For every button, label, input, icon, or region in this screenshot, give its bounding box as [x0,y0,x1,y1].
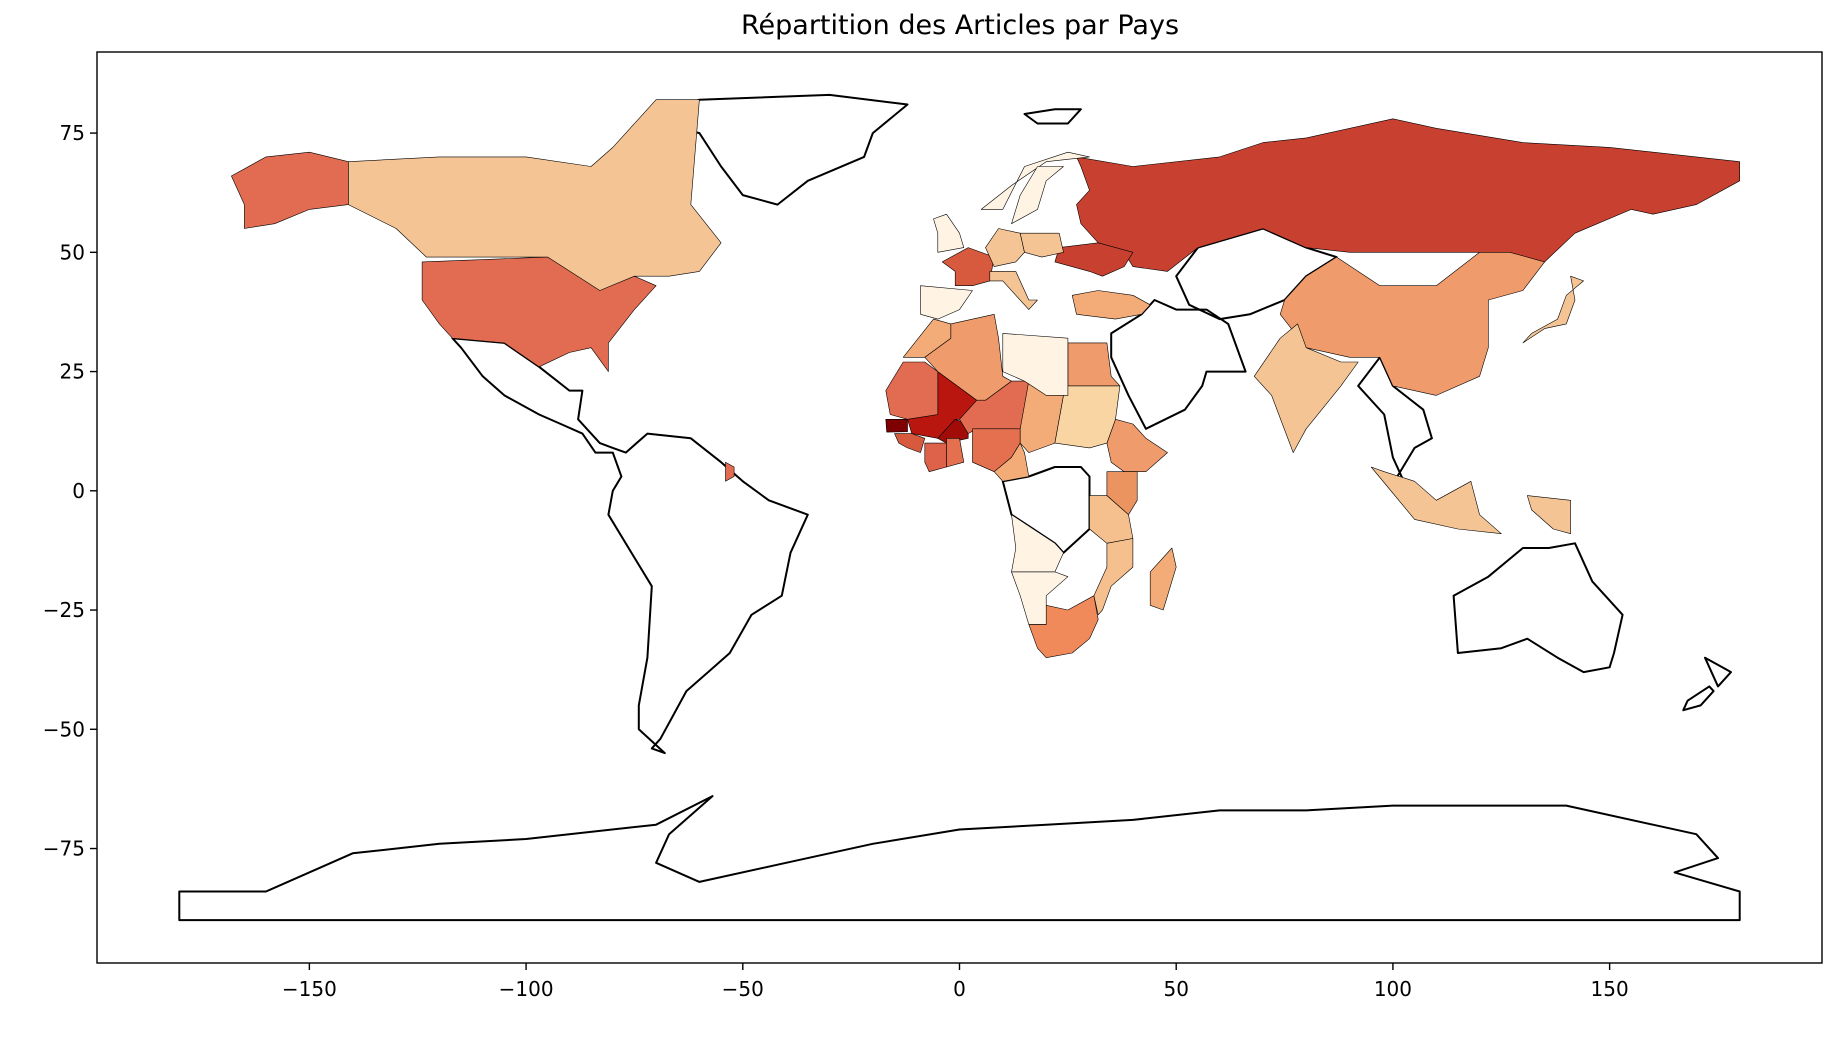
country-france [941,247,995,286]
country-senegal [885,419,908,433]
x-tick-label: 50 [1163,977,1188,1001]
country-ethiopie [1106,419,1168,472]
country-cameroun [993,442,1030,482]
country-guyane [725,461,735,482]
x-tick-label: 150 [1591,977,1629,1001]
country-suede [1011,166,1064,224]
country-japon [1522,275,1584,344]
outline-arctique-europe [1023,108,1082,125]
outline-antarctique [178,795,1741,922]
country-kenya [1106,471,1138,515]
y-tick-label: 75 [60,121,85,145]
country-royaume-uni [933,213,965,253]
x-tick-label: 0 [953,977,966,1001]
outline-am-rique-latine [451,337,809,755]
y-tick-label: −50 [43,717,85,741]
country-indonesie [1370,466,1502,534]
y-tick-label: 0 [72,479,85,503]
country-pologne [1019,232,1064,258]
outline-australie [1452,542,1624,674]
y-tick-label: 25 [60,360,85,384]
country-maroc [902,318,952,358]
y-tick-label: −25 [43,598,85,622]
y-tick-label: 50 [60,240,85,264]
x-tick-label: −50 [722,977,764,1001]
country-canada [348,99,722,291]
map-layer [178,93,1741,922]
country-inde [1253,323,1359,453]
x-tick-label: −150 [282,977,337,1001]
outline-nouvelle-z-lande-sud [1682,685,1715,712]
country-espagne [920,285,973,320]
country-guinee [894,433,926,453]
country-namibie [1011,571,1069,625]
axes: −150 −100 −50 0 50 100 150 75 50 25 0 −25 −50 −75 [43,121,1629,1001]
x-tick-label: −100 [499,977,554,1001]
chart-title: Répartition des Articles par Pays [741,10,1179,41]
country-turquie [1071,290,1151,320]
country-libye [1002,333,1069,396]
outline-moyen-orient [1110,299,1247,430]
country-angola [1011,514,1064,573]
x-tick-label: 100 [1374,977,1412,1001]
outline-groenland [642,93,909,206]
country-papouasie-nouvelle-guinee [1527,495,1571,534]
country-etats-unis-alaska [231,151,349,229]
country-ghana [946,438,965,468]
country-norvege [980,151,1090,210]
y-tick-label: −75 [43,837,85,861]
country-italie [989,271,1038,310]
outline-nouvelle-z-lande-nord [1704,656,1732,688]
country-mozambique [1093,538,1134,616]
country-mauritanie [885,361,939,420]
country-madagascar [1149,547,1177,611]
country-ukraine [1054,242,1134,277]
country-chine [1279,252,1545,396]
country-cote-d-ivoire [924,442,947,472]
